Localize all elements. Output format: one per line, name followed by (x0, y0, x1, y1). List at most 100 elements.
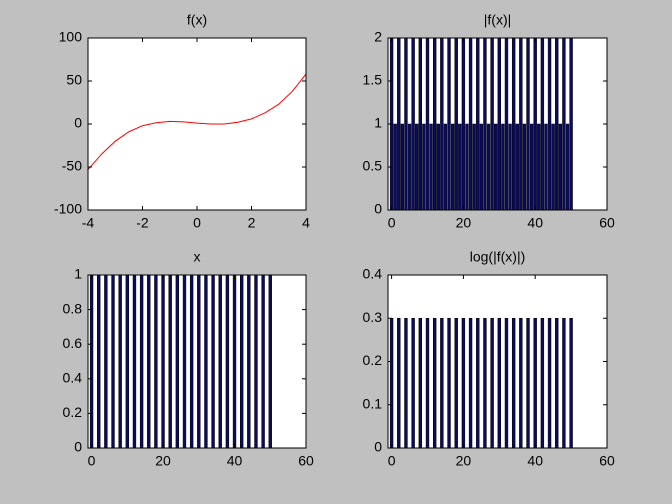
bar (454, 318, 458, 449)
bar (558, 123, 563, 211)
bar (432, 37, 437, 211)
bar (486, 123, 491, 211)
bar (547, 37, 552, 211)
bar (533, 318, 537, 449)
bar (404, 318, 408, 449)
bar (515, 123, 519, 211)
bar (89, 274, 94, 449)
x-tick-label: -4 (82, 215, 95, 231)
bar (511, 318, 516, 449)
bar (522, 123, 527, 211)
y-tick-label: 0.6 (63, 335, 83, 351)
bar (125, 274, 129, 449)
x-tick-label: -2 (136, 215, 149, 231)
bar (526, 318, 530, 449)
bar (422, 123, 426, 211)
bar (465, 123, 469, 211)
bar (544, 123, 548, 211)
bar (562, 318, 566, 449)
x-tick-label: 60 (599, 453, 615, 469)
bar (211, 274, 215, 449)
bar (458, 123, 462, 211)
subplot: x 0 20 40 60 0 0.2 0.4 0.6 0.8 1 (63, 249, 314, 469)
subplot-title: f(x) (187, 12, 207, 28)
bar (483, 318, 487, 449)
bar (154, 274, 158, 449)
bar (547, 318, 552, 449)
x-tick-label: 0 (193, 215, 201, 231)
y-tick-label: 0 (74, 115, 82, 131)
y-tick-label: 1 (74, 266, 82, 282)
x-tick-label: 0 (88, 453, 96, 469)
bar (440, 318, 444, 449)
x-tick-label: 4 (302, 215, 310, 231)
bar (139, 274, 144, 449)
y-tick-label: 0.2 (63, 404, 83, 420)
y-tick-label: 0.2 (363, 352, 383, 368)
bar (468, 37, 473, 211)
subplot: f(x) -4 -2 0 2 4 -100 -50 0 50 100 (54, 12, 310, 231)
x-tick-label: 60 (599, 215, 615, 231)
bar (569, 318, 573, 449)
y-tick-label: 0.4 (363, 266, 383, 282)
bar (454, 37, 458, 211)
bar (551, 123, 555, 211)
x-tick-label: 20 (456, 453, 472, 469)
bar (533, 37, 537, 211)
bar (555, 37, 559, 211)
bar (389, 318, 394, 449)
bar (468, 318, 473, 449)
bar (147, 274, 151, 449)
bar (404, 37, 408, 211)
bar (415, 123, 419, 211)
subplot-title: |f(x)| (484, 12, 512, 28)
bar (447, 318, 451, 449)
bar (436, 123, 440, 211)
bar (418, 318, 422, 449)
subplot-title: x (194, 249, 201, 265)
bar (511, 37, 516, 211)
bar (494, 123, 498, 211)
x-tick-label: 20 (155, 453, 171, 469)
bar (519, 37, 523, 211)
y-tick-label: 1 (374, 115, 382, 131)
bar (97, 274, 101, 449)
x-tick-label: 0 (388, 453, 396, 469)
axes-box (87, 274, 307, 449)
bar (175, 274, 180, 449)
bar (400, 123, 405, 211)
bar (425, 37, 430, 211)
bar (411, 318, 415, 449)
y-tick-label: -50 (62, 158, 82, 174)
bar (254, 274, 258, 449)
bar (483, 37, 487, 211)
bar (490, 37, 494, 211)
bar (569, 37, 573, 211)
y-tick-label: 0 (374, 439, 382, 455)
bar (497, 318, 501, 449)
bar (519, 318, 523, 449)
bar (161, 274, 165, 449)
x-tick-label: 40 (527, 215, 543, 231)
y-tick-label: 0 (74, 439, 82, 455)
bar (232, 274, 237, 449)
subplot: |f(x)| 0 20 40 60 0 0.5 1 1.5 2 (363, 12, 615, 231)
bar (397, 37, 401, 211)
bar (168, 274, 172, 449)
x-tick-label: 40 (227, 453, 243, 469)
y-tick-label: 0.3 (363, 309, 383, 325)
x-tick-label: 40 (527, 453, 543, 469)
bar (418, 37, 422, 211)
y-tick-label: 100 (59, 29, 83, 45)
y-tick-label: -100 (54, 201, 82, 217)
data-line (87, 73, 307, 170)
bar (440, 37, 444, 211)
x-tick-label: 20 (456, 215, 472, 231)
axes-background (88, 38, 306, 210)
bar (261, 274, 265, 449)
bar (565, 123, 570, 211)
bar (432, 318, 437, 449)
bar (562, 37, 566, 211)
bar (218, 274, 222, 449)
